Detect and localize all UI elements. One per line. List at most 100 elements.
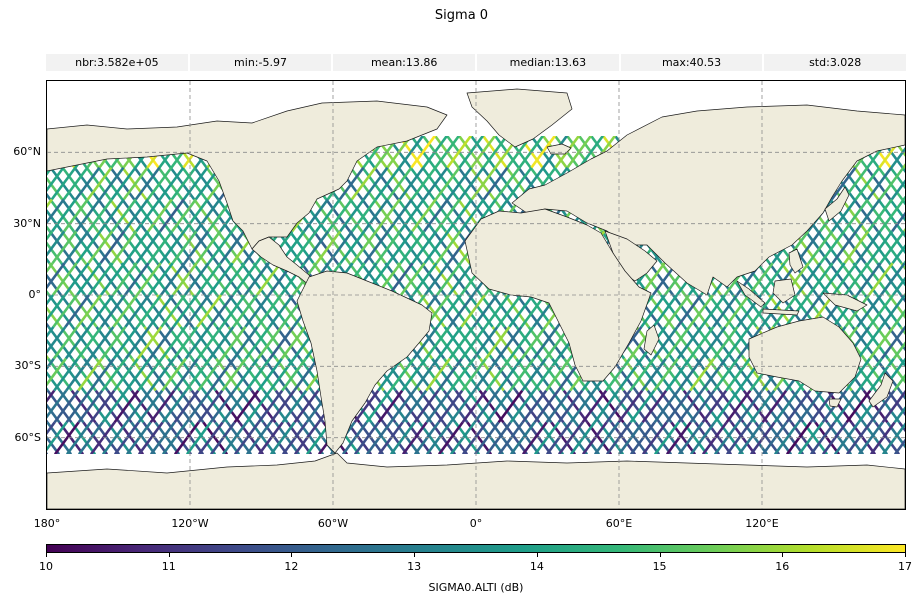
track-segment [797, 389, 824, 424]
track-segment [374, 166, 401, 201]
track-segment [87, 262, 114, 296]
track-segment [875, 357, 901, 392]
track-segment [436, 294, 463, 328]
colorbar-tick-mark [414, 553, 416, 557]
track-segment [659, 357, 685, 392]
track-segment [819, 230, 846, 264]
track-segment [748, 294, 775, 328]
track-segment [47, 198, 53, 209]
track-segment [191, 357, 217, 392]
track-segment [671, 357, 697, 392]
track-segment [578, 136, 605, 169]
track-segment [227, 357, 253, 392]
track-segment [401, 421, 428, 454]
longitude-tick-label: 0° [469, 517, 483, 530]
track-segment [110, 166, 137, 201]
track-segment [147, 230, 174, 264]
track-segment [653, 357, 679, 392]
track-segment [51, 198, 77, 233]
track-segment [436, 326, 463, 360]
track-segment [497, 389, 524, 424]
track-segment [145, 198, 171, 233]
track-segment [461, 357, 487, 392]
track-segment [712, 326, 739, 360]
track-segment [688, 326, 715, 360]
track-segment [149, 357, 175, 392]
track-segment [891, 276, 905, 296]
track-segment [179, 357, 205, 392]
stat-min: min: -5.97 [190, 54, 334, 71]
map-panel[interactable] [46, 80, 906, 510]
track-segment [881, 422, 905, 454]
track-segment [503, 357, 529, 392]
track-segment [137, 421, 164, 454]
track-segment [232, 326, 259, 360]
track-segment [159, 198, 185, 233]
track-segment [50, 166, 77, 201]
track-segment [458, 166, 485, 201]
track-segment [773, 389, 800, 424]
track-segment [422, 166, 449, 201]
track-segment [399, 262, 426, 296]
track-segment [509, 357, 535, 392]
track-segment [155, 357, 181, 392]
stat-label: mean: [370, 56, 406, 69]
track-segment [892, 309, 905, 328]
track-segment [819, 262, 846, 296]
longitude-tick-label: 120°W [171, 517, 209, 530]
track-segment [879, 230, 905, 264]
track-segment [47, 389, 68, 419]
landmass-tasmania [828, 398, 842, 408]
track-segment [113, 389, 140, 424]
track-segment [399, 230, 426, 264]
track-segment [122, 166, 149, 201]
track-segment [362, 166, 389, 201]
track-segment [377, 421, 404, 454]
track-segment [395, 357, 421, 392]
track-segment [749, 421, 776, 454]
track-segment [77, 421, 104, 454]
stats-bar: nbr: 3.582e+05 min: -5.97 mean: 13.86 me… [46, 54, 906, 71]
track-segment [231, 262, 258, 296]
track-segment [244, 294, 271, 328]
track-segment [425, 421, 452, 454]
track-segment [361, 198, 387, 233]
track-segment [109, 198, 135, 233]
track-segment [506, 166, 533, 201]
stat-label: nbr: [75, 56, 98, 69]
track-segment [208, 294, 235, 328]
track-segment [207, 262, 234, 296]
colorbar [46, 544, 906, 553]
track-segment [87, 230, 114, 264]
colorbar-tick-mark [536, 553, 538, 557]
track-segment [219, 230, 246, 264]
track-segment [509, 421, 536, 454]
track-segment [855, 230, 882, 264]
stat-value: 13.63 [554, 56, 587, 69]
track-segment [74, 166, 101, 201]
track-segment [484, 326, 511, 360]
track-segment [845, 421, 872, 454]
track-segment [887, 357, 905, 384]
track-segment [53, 389, 80, 424]
track-segment [182, 166, 209, 201]
track-segment [527, 357, 553, 392]
stat-value: -5.97 [258, 56, 287, 69]
track-segment [509, 389, 536, 424]
track-segment [256, 294, 283, 328]
track-segment [545, 389, 572, 424]
track-segment [425, 389, 452, 424]
track-segment [47, 166, 53, 176]
track-segment [472, 294, 499, 328]
track-segment [530, 136, 557, 169]
track-segment [99, 198, 125, 233]
track-segment [629, 357, 655, 392]
track-segment [892, 341, 905, 360]
landmass-sumatra [736, 280, 766, 308]
track-segment [807, 230, 834, 264]
track-segment [868, 326, 895, 360]
track-segment [473, 357, 499, 392]
track-segment [410, 166, 437, 201]
track-segment [880, 294, 905, 328]
track-segment [313, 198, 339, 233]
